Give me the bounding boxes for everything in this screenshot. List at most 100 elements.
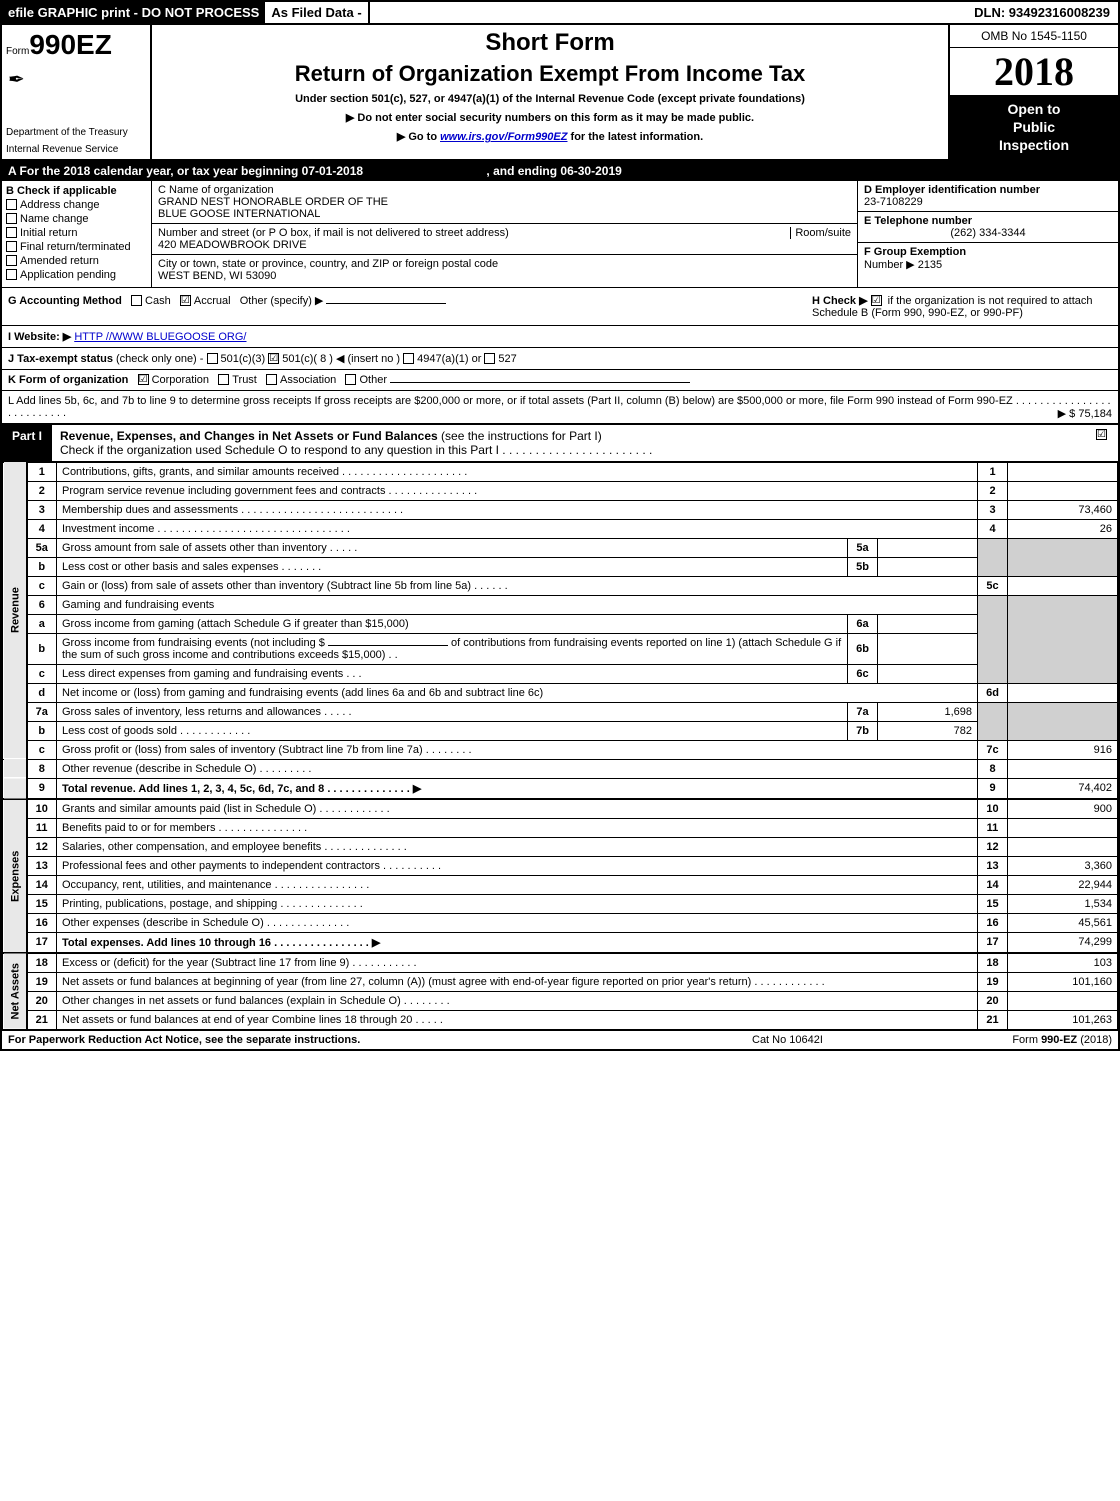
chk-association[interactable] bbox=[266, 374, 277, 385]
top-bar: efile GRAPHIC print - DO NOT PROCESS As … bbox=[2, 2, 1118, 25]
line-7a: 7a Gross sales of inventory, less return… bbox=[3, 702, 1118, 721]
chk-501c[interactable]: ☑ bbox=[268, 353, 279, 364]
line-19: 19 Net assets or fund balances at beginn… bbox=[3, 972, 1118, 991]
chk-name-change[interactable]: Name change bbox=[6, 213, 147, 225]
return-title: Return of Organization Exempt From Incom… bbox=[160, 61, 940, 87]
chk-cash[interactable] bbox=[131, 295, 142, 306]
website-link[interactable]: HTTP //WWW BLUEGOOSE ORG/ bbox=[74, 331, 246, 343]
section-b: B Check if applicable Address change Nam… bbox=[2, 181, 152, 287]
city-header: City or town, state or province, country… bbox=[158, 258, 851, 270]
part-1-check: ☑ bbox=[1088, 425, 1118, 461]
other-org-input[interactable] bbox=[390, 382, 690, 383]
c-city: City or town, state or province, country… bbox=[152, 255, 857, 285]
amt-6a bbox=[878, 614, 978, 633]
chk-accrual[interactable]: ☑ bbox=[180, 295, 191, 306]
g-label: G Accounting Method bbox=[8, 295, 122, 307]
chk-501c3[interactable] bbox=[207, 353, 218, 364]
chk-schedule-o[interactable]: ☑ bbox=[1096, 429, 1107, 440]
line-5c: c Gain or (loss) from sale of assets oth… bbox=[3, 576, 1118, 595]
i-label: I Website: ▶ bbox=[8, 331, 71, 343]
i-website-row: I Website: ▶ HTTP //WWW BLUEGOOSE ORG/ bbox=[2, 326, 1118, 348]
c-street: Number and street (or P O box, if mail i… bbox=[152, 224, 857, 255]
section-c: C Name of organization GRAND NEST HONORA… bbox=[152, 181, 858, 287]
chk-trust[interactable] bbox=[218, 374, 229, 385]
chk-initial-return[interactable]: Initial return bbox=[6, 227, 147, 239]
amt-14: 22,944 bbox=[1008, 875, 1118, 894]
netassets-side-label: Net Assets bbox=[3, 953, 27, 1030]
chk-schedule-b[interactable]: ☑ bbox=[871, 295, 882, 306]
open-line-2: Public bbox=[954, 118, 1114, 136]
street-header: Number and street (or P O box, if mail i… bbox=[158, 227, 851, 239]
dept-treasury: Department of the Treasury bbox=[2, 125, 150, 142]
h-schedule-b: H Check ▶ ☑ if the organization is not r… bbox=[812, 294, 1112, 319]
l-amount: ▶ $ 75,184 bbox=[1058, 407, 1112, 420]
line-14: 14 Occupancy, rent, utilities, and maint… bbox=[3, 875, 1118, 894]
open-to-public-box: Open to Public Inspection bbox=[950, 96, 1118, 159]
g-accounting-method: G Accounting Method Cash ☑Accrual Other … bbox=[8, 294, 812, 319]
ssn-warning: ▶ Do not enter social security numbers o… bbox=[160, 111, 940, 124]
amt-5b bbox=[878, 557, 978, 576]
part-1-header: Part I Revenue, Expenses, and Changes in… bbox=[2, 423, 1118, 462]
form-id-column: Form990EZ ✒ Department of the Treasury I… bbox=[2, 25, 152, 159]
amt-5c bbox=[1008, 576, 1118, 595]
goto-link[interactable]: www.irs.gov/Form990EZ bbox=[440, 131, 567, 143]
tax-year: 2018 bbox=[950, 48, 1118, 96]
line-20: 20 Other changes in net assets or fund b… bbox=[3, 991, 1118, 1010]
j-tax-exempt-row: J Tax-exempt status (check only one) - 5… bbox=[2, 348, 1118, 370]
amt-8 bbox=[1008, 759, 1118, 778]
line-6a: a Gross income from gaming (attach Sched… bbox=[3, 614, 1118, 633]
line-17: 17 Total expenses. Add lines 10 through … bbox=[3, 932, 1118, 953]
amt-2 bbox=[1008, 481, 1118, 500]
chk-other-org[interactable] bbox=[345, 374, 356, 385]
amt-15: 1,534 bbox=[1008, 894, 1118, 913]
l-text: L Add lines 5b, 6c, and 7b to line 9 to … bbox=[8, 395, 1013, 407]
row-a-text: A For the 2018 calendar year, or tax yea… bbox=[2, 161, 1118, 181]
chk-amended-return[interactable]: Amended return bbox=[6, 255, 147, 267]
d-header: D Employer identification number bbox=[864, 184, 1112, 196]
form-page: efile GRAPHIC print - DO NOT PROCESS As … bbox=[0, 0, 1120, 1051]
chk-application-pending[interactable]: Application pending bbox=[6, 269, 147, 281]
amt-4: 26 bbox=[1008, 519, 1118, 538]
efile-label-2: As Filed Data - bbox=[265, 2, 369, 23]
irs-label: Internal Revenue Service bbox=[2, 142, 150, 159]
line-4: 4 Investment income . . . . . . . . . . … bbox=[3, 519, 1118, 538]
main-header: Form990EZ ✒ Department of the Treasury I… bbox=[2, 25, 1118, 161]
form-number: 990EZ bbox=[29, 29, 112, 60]
amt-3: 73,460 bbox=[1008, 500, 1118, 519]
line-16: 16 Other expenses (describe in Schedule … bbox=[3, 913, 1118, 932]
bf-grid: B Check if applicable Address change Nam… bbox=[2, 181, 1118, 288]
b-header: B Check if applicable bbox=[6, 185, 147, 197]
amt-21: 101,263 bbox=[1008, 1010, 1118, 1029]
line-3: 3 Membership dues and assessments . . . … bbox=[3, 500, 1118, 519]
section-def: D Employer identification number 23-7108… bbox=[858, 181, 1118, 287]
goto-suffix: for the latest information. bbox=[571, 131, 704, 143]
l-gross-receipts-row: L Add lines 5b, 6c, and 7b to line 9 to … bbox=[2, 391, 1118, 423]
form-prefix: Form bbox=[6, 46, 29, 57]
f-number: Number ▶ 2135 bbox=[864, 258, 1112, 271]
6b-contrib-input[interactable] bbox=[328, 645, 448, 646]
chk-final-return[interactable]: Final return/terminated bbox=[6, 241, 147, 253]
line-6c: c Less direct expenses from gaming and f… bbox=[3, 664, 1118, 683]
efile-label-1: efile GRAPHIC print - DO NOT PROCESS bbox=[2, 2, 265, 23]
revenue-side-label: Revenue bbox=[3, 462, 27, 759]
part-1-title: Revenue, Expenses, and Changes in Net As… bbox=[52, 425, 1088, 461]
amt-7c: 916 bbox=[1008, 740, 1118, 759]
footer-form-ref: Form 990-EZ (2018) bbox=[952, 1034, 1112, 1046]
footer-cat-no: Cat No 10642I bbox=[752, 1034, 952, 1046]
line-2: 2 Program service revenue including gove… bbox=[3, 481, 1118, 500]
c-header: C Name of organization bbox=[158, 184, 851, 196]
chk-527[interactable] bbox=[484, 353, 495, 364]
j-label: J Tax-exempt status bbox=[8, 353, 113, 365]
chk-corporation[interactable]: ☑ bbox=[138, 374, 149, 385]
other-method-input[interactable] bbox=[326, 303, 446, 304]
k-form-org-row: K Form of organization ☑Corporation Trus… bbox=[2, 370, 1118, 391]
amt-7a: 1,698 bbox=[878, 702, 978, 721]
chk-address-change[interactable]: Address change bbox=[6, 199, 147, 211]
amt-19: 101,160 bbox=[1008, 972, 1118, 991]
footer-left: For Paperwork Reduction Act Notice, see … bbox=[8, 1034, 752, 1046]
f-header: F Group Exemption bbox=[864, 246, 1112, 258]
short-form-title: Short Form bbox=[160, 29, 940, 57]
k-label: K Form of organization bbox=[8, 374, 128, 386]
omb-number: OMB No 1545-1150 bbox=[950, 25, 1118, 48]
chk-4947[interactable] bbox=[403, 353, 414, 364]
